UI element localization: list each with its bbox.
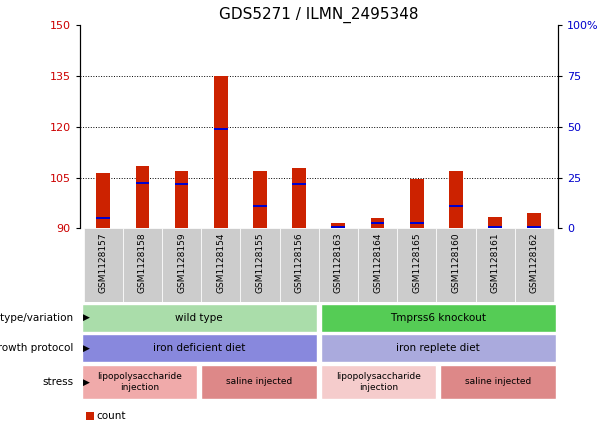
Text: GSM1128155: GSM1128155	[256, 232, 264, 293]
Text: GSM1128163: GSM1128163	[334, 232, 343, 293]
Bar	[449, 171, 463, 228]
Bar	[332, 226, 345, 228]
Text: Tmprss6 knockout: Tmprss6 knockout	[390, 313, 486, 323]
Bar	[96, 173, 110, 228]
Text: lipopolysaccharide
injection: lipopolysaccharide injection	[97, 372, 182, 392]
Text: GSM1128156: GSM1128156	[295, 232, 303, 293]
Bar	[410, 222, 424, 224]
Bar	[82, 334, 317, 362]
Text: iron deficient diet: iron deficient diet	[153, 343, 245, 353]
Bar	[123, 228, 162, 302]
Bar	[332, 223, 345, 228]
Bar	[476, 228, 515, 302]
Bar	[449, 206, 463, 207]
Bar	[371, 218, 384, 228]
Text: growth protocol: growth protocol	[0, 343, 74, 353]
Bar	[240, 228, 280, 302]
Bar	[292, 168, 306, 228]
Text: GSM1128162: GSM1128162	[530, 232, 539, 293]
Text: GSM1128154: GSM1128154	[216, 232, 226, 293]
Text: GSM1128158: GSM1128158	[138, 232, 147, 293]
Bar	[371, 222, 384, 224]
Bar	[175, 184, 188, 185]
Text: count: count	[97, 411, 126, 421]
Bar	[410, 179, 424, 228]
Title: GDS5271 / ILMN_2495348: GDS5271 / ILMN_2495348	[219, 6, 419, 23]
Bar	[214, 76, 227, 228]
Bar	[175, 171, 188, 228]
Bar	[253, 171, 267, 228]
Bar	[527, 213, 541, 228]
Text: ▶: ▶	[83, 313, 89, 322]
Text: genotype/variation: genotype/variation	[0, 313, 74, 323]
Bar	[527, 226, 541, 228]
Bar	[321, 304, 556, 332]
Bar	[292, 184, 306, 185]
Bar	[214, 128, 227, 129]
Text: GSM1128165: GSM1128165	[412, 232, 421, 293]
Bar	[489, 226, 502, 228]
Text: GSM1128157: GSM1128157	[99, 232, 108, 293]
Text: GSM1128159: GSM1128159	[177, 232, 186, 293]
Bar	[489, 217, 502, 228]
Text: lipopolysaccharide
injection: lipopolysaccharide injection	[336, 372, 421, 392]
Bar	[321, 334, 556, 362]
Bar	[162, 228, 201, 302]
Bar	[201, 228, 240, 302]
Text: saline injected: saline injected	[465, 377, 531, 387]
Bar	[96, 217, 110, 219]
Bar	[440, 365, 556, 399]
Text: ▶: ▶	[83, 343, 89, 353]
Bar	[436, 228, 476, 302]
Bar	[280, 228, 319, 302]
Bar	[82, 304, 317, 332]
Bar	[397, 228, 436, 302]
Bar	[201, 365, 317, 399]
Bar	[253, 206, 267, 207]
Bar	[135, 166, 149, 228]
Bar	[358, 228, 397, 302]
Text: saline injected: saline injected	[226, 377, 292, 387]
Bar	[321, 365, 436, 399]
Text: GSM1128164: GSM1128164	[373, 232, 382, 293]
Bar	[83, 228, 123, 302]
Bar	[515, 228, 554, 302]
Text: iron replete diet: iron replete diet	[397, 343, 480, 353]
Bar	[82, 365, 197, 399]
Bar	[319, 228, 358, 302]
Text: wild type: wild type	[175, 313, 223, 323]
Text: GSM1128161: GSM1128161	[490, 232, 500, 293]
Text: GSM1128160: GSM1128160	[451, 232, 460, 293]
Text: stress: stress	[42, 377, 74, 387]
Text: ▶: ▶	[83, 377, 89, 387]
Bar	[135, 182, 149, 184]
